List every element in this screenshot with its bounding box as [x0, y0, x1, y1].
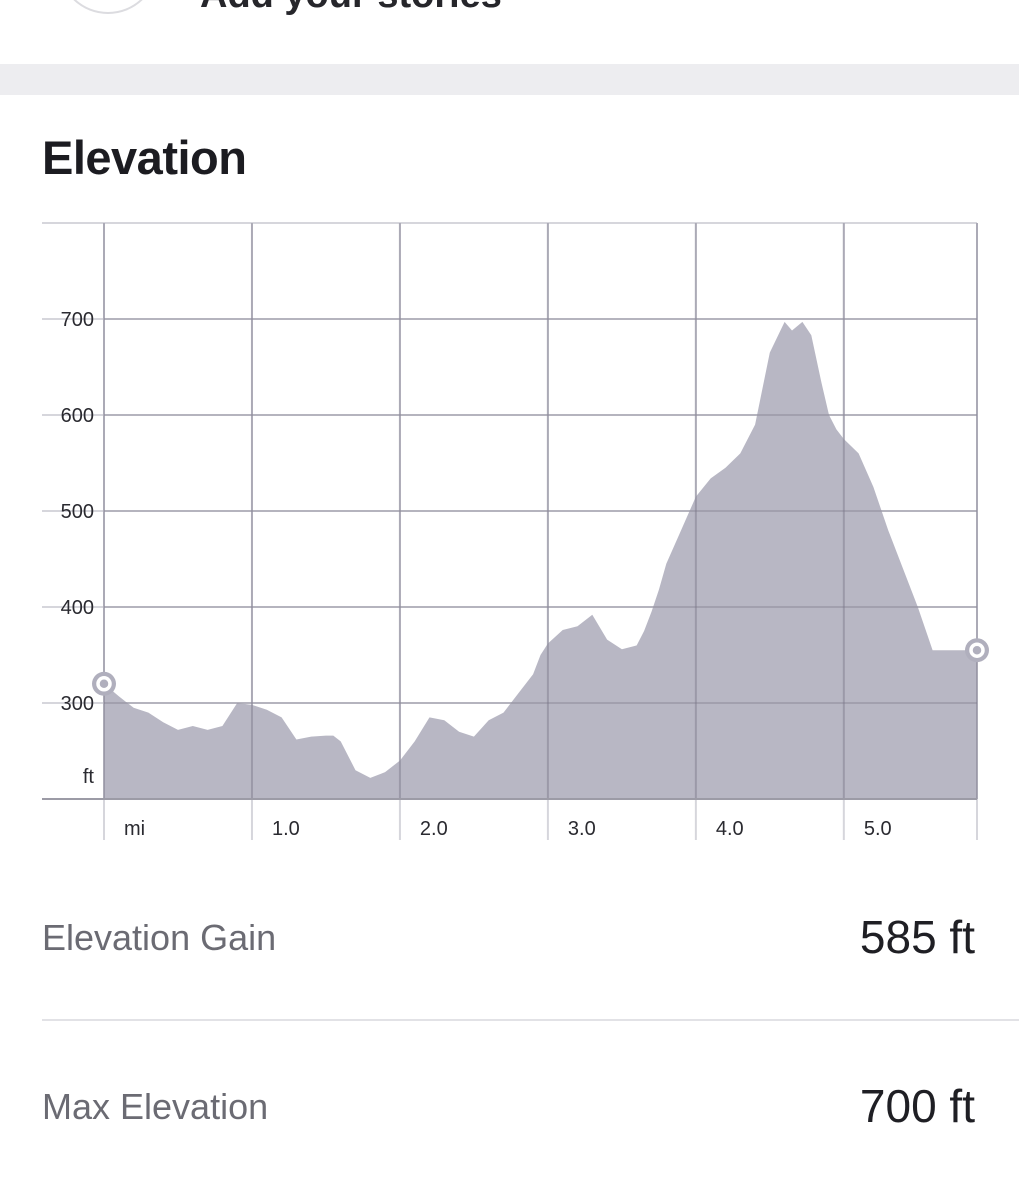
avatar[interactable]: [58, 0, 158, 14]
y-tick-label: 400: [61, 597, 94, 619]
y-tick-label: 300: [61, 693, 94, 715]
end-marker: [965, 638, 989, 663]
elevation-gain-value: 585 ft: [859, 911, 975, 963]
y-tick-label: 700: [61, 309, 94, 331]
section-separator: [0, 64, 1019, 95]
start-marker-ring: [96, 676, 112, 692]
x-unit-label: mi: [124, 818, 145, 840]
x-tick-label: 4.0: [716, 818, 744, 840]
header-title: Add your stories: [200, 0, 502, 17]
x-tick-label: 3.0: [568, 818, 596, 840]
stats-divider: [42, 1019, 1019, 1021]
x-tick-label: 5.0: [864, 818, 892, 840]
elevation-gain-label: Elevation Gain: [42, 917, 277, 958]
elevation-chart: 300 400 500 600 700 ft mi 1.0 2.0 3.0 4.0 5.0: [42, 222, 989, 840]
y-unit-label: ft: [83, 766, 95, 788]
start-marker: [92, 671, 116, 696]
max-elevation-label: Max Elevation: [42, 1086, 269, 1127]
x-tick-label: 2.0: [420, 818, 448, 840]
y-tick-label: 500: [61, 501, 94, 523]
x-tick-label: 1.0: [272, 818, 300, 840]
page-title: Elevation: [42, 131, 247, 184]
y-tick-label: 600: [61, 405, 94, 427]
end-marker-ring: [969, 642, 985, 658]
max-elevation-value: 700 ft: [859, 1080, 975, 1132]
previous-card: Add your stories: [0, 0, 1019, 64]
elevation-area: [104, 321, 977, 799]
